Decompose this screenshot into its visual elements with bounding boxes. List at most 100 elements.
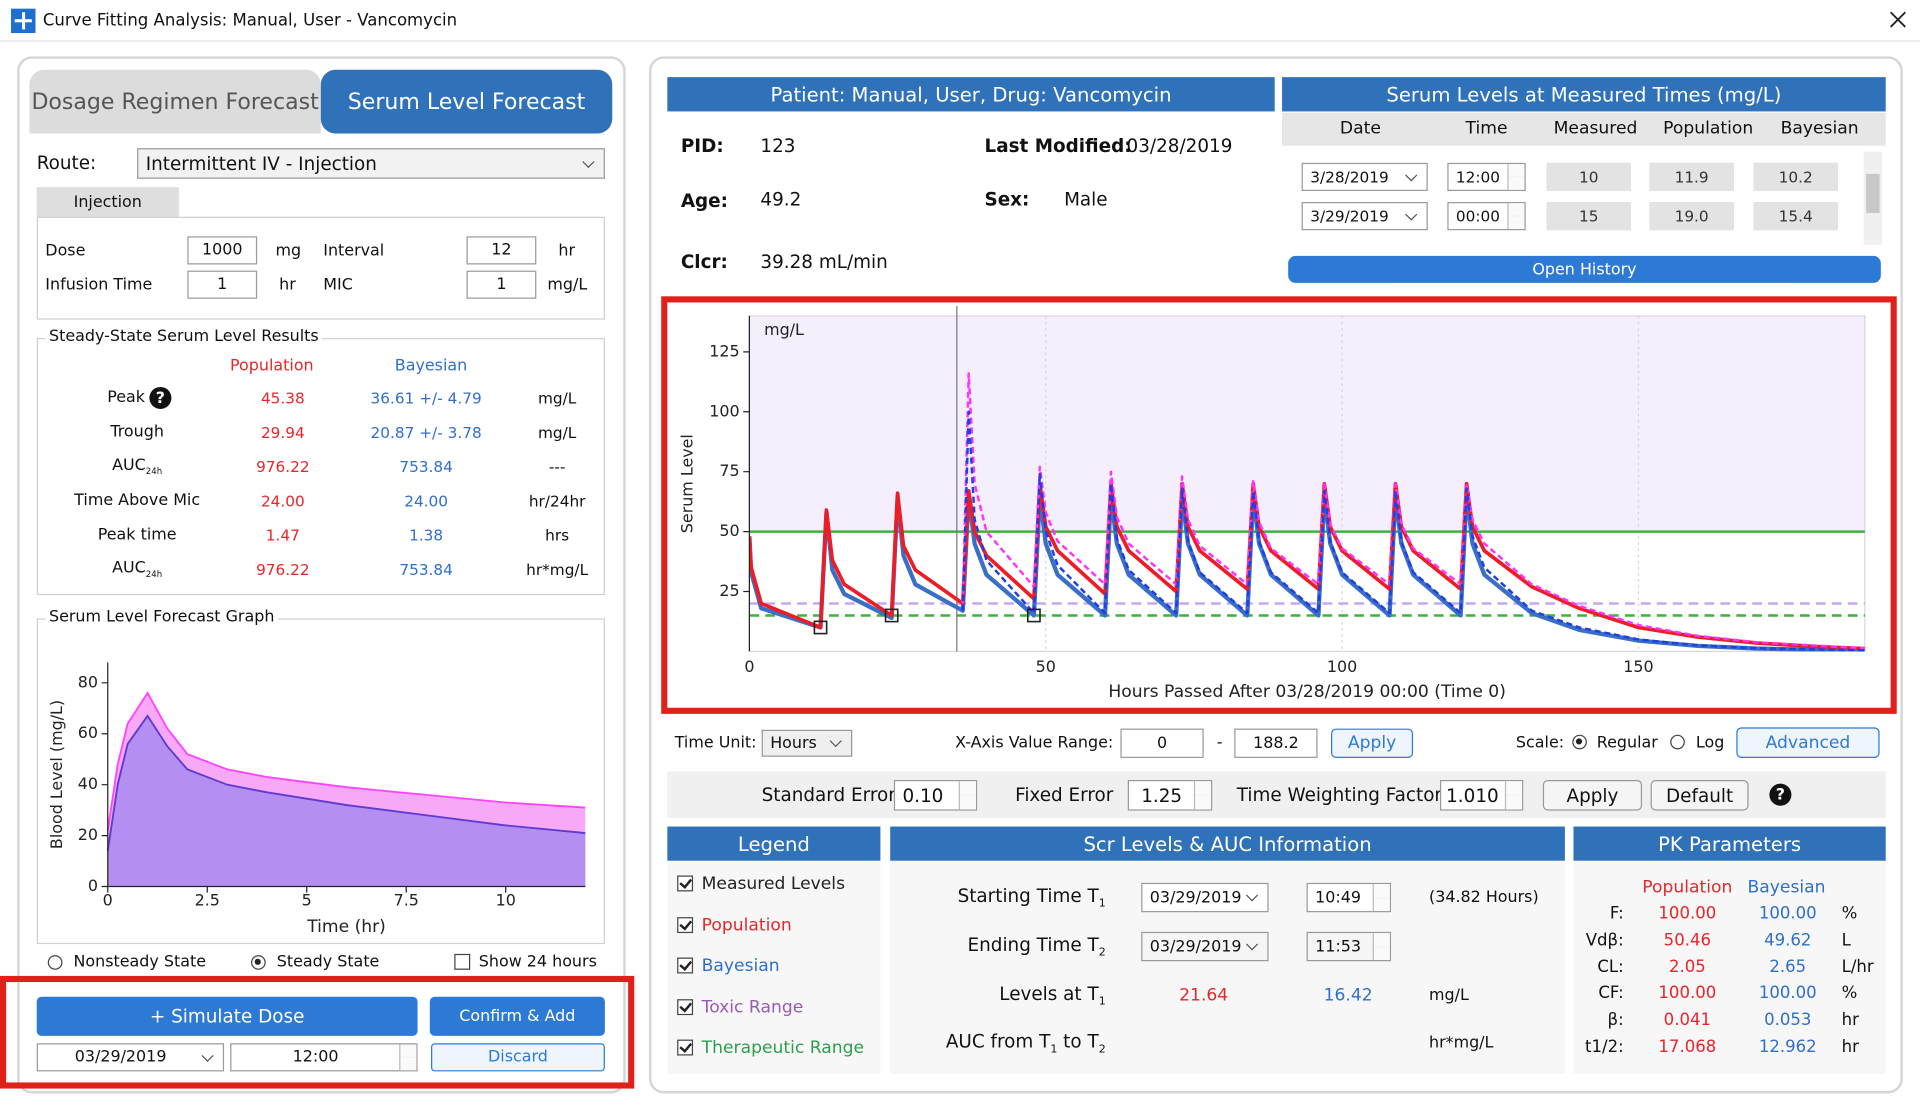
injection-tab[interactable]: Injection — [36, 187, 179, 217]
advanced-button[interactable]: Advanced — [1736, 727, 1880, 758]
radio[interactable] — [1670, 734, 1685, 750]
range-from-input[interactable]: 0 — [1120, 728, 1204, 758]
column-header: Population — [1663, 118, 1754, 139]
injection-box — [36, 216, 605, 320]
population-value: 976.22 — [256, 457, 310, 476]
row-label: Levels at T1 — [999, 983, 1105, 1009]
tab-active[interactable]: Serum Level Forecast — [320, 69, 613, 134]
simulate-button[interactable]: + Simulate Dose — [36, 996, 418, 1036]
row-label: Peak time — [98, 526, 177, 544]
field-value: 03/28/2019 — [1126, 134, 1233, 157]
time-unit-select[interactable]: Hours — [761, 729, 853, 757]
mic-input[interactable]: 1 — [466, 270, 537, 299]
start-time-input[interactable]: 10:49 — [1306, 882, 1392, 913]
radio[interactable] — [1572, 734, 1587, 750]
option-label: Show 24 hours — [478, 953, 597, 972]
tab[interactable]: Dosage Regimen Forecast — [29, 69, 321, 134]
label-sub: 24h — [145, 466, 163, 477]
bayesian-value: 15.4 — [1753, 202, 1838, 231]
range-separator: - — [1216, 734, 1223, 753]
checkbox[interactable] — [677, 1039, 694, 1056]
help-icon[interactable]: ? — [149, 386, 172, 409]
interval-unit: hr — [558, 241, 576, 261]
pk-label: CF: — [1598, 983, 1624, 1004]
checkbox[interactable] — [677, 957, 694, 974]
column-header: Population — [230, 356, 314, 376]
default-button[interactable]: Default — [1650, 780, 1749, 811]
label-sub: 1 — [1098, 996, 1106, 1009]
checkbox[interactable] — [677, 875, 694, 892]
setting-label: Standard Error — [761, 783, 896, 806]
section-header: PK Parameters — [1573, 826, 1886, 861]
start-date-select[interactable]: 03/29/2019 — [1141, 882, 1269, 913]
end-date-select[interactable]: 03/29/2019 — [1141, 931, 1269, 962]
pk-label: CL: — [1597, 957, 1624, 977]
x-tick-label: 0 — [103, 891, 113, 910]
twf-input[interactable]: 1.010 — [1440, 780, 1524, 811]
route-select[interactable]: Intermittent IV - Injection — [137, 148, 605, 179]
bayesian-value: 20.87 +/- 3.78 — [370, 423, 482, 442]
radio[interactable] — [251, 955, 266, 970]
field-value: 49.2 — [760, 188, 802, 211]
field-label: Last Modified: — [984, 134, 1132, 157]
forecast-chart: 0 2.5 5 7.5 10 0 20 40 60 80 Time (hr) Blood Level … — [47, 662, 586, 937]
measured-value: 15 — [1546, 202, 1632, 231]
end-time-input[interactable]: 11:53 — [1306, 931, 1392, 962]
population-value: 24.00 — [260, 491, 305, 511]
label-sub: 24h — [145, 569, 163, 580]
radio[interactable] — [47, 955, 63, 970]
scrollbar[interactable] — [1863, 151, 1883, 245]
label-text: to T — [1057, 1030, 1099, 1053]
dose-input[interactable]: 1000 — [187, 236, 258, 265]
population-value: 45.38 — [260, 388, 305, 408]
legend-label: Population — [701, 915, 792, 935]
label-sub: 2 — [1098, 1043, 1106, 1057]
label-sub: 2 — [1098, 947, 1106, 960]
open-history-button[interactable]: Open History — [1288, 255, 1881, 283]
column-header: Bayesian — [1747, 877, 1826, 898]
help-icon[interactable]: ? — [1769, 783, 1792, 806]
infusion-unit: hr — [279, 276, 296, 295]
y-axis-label: Serum Level — [678, 434, 697, 533]
checkbox[interactable] — [677, 916, 694, 933]
interval-input[interactable]: 12 — [466, 236, 537, 265]
highlight-box — [0, 975, 635, 1089]
area-line — [106, 691, 586, 831]
bayesian-value: 12.962 — [1758, 1037, 1817, 1057]
bayesian-value: 24.00 — [404, 491, 449, 511]
time-input[interactable]: 12:00 — [230, 1043, 418, 1072]
row-label: AUC from T1 to T2 — [946, 1030, 1106, 1056]
standard-error-input[interactable]: 0.10 — [893, 780, 978, 811]
date-select[interactable]: 03/29/2019 — [36, 1043, 225, 1072]
date-select: 3/29/2019 — [1301, 202, 1428, 231]
unit: L/hr — [1841, 957, 1874, 977]
apply-button[interactable]: Apply — [1331, 728, 1414, 758]
checkbox[interactable] — [454, 953, 471, 970]
unit: hrs — [545, 525, 570, 545]
confirm-button[interactable]: Confirm & Add — [429, 996, 605, 1036]
unit: --- — [548, 457, 566, 476]
control-label: Scale: — [1515, 734, 1565, 753]
apply-button[interactable]: Apply — [1542, 780, 1643, 811]
x-tick-label: 5 — [302, 891, 312, 910]
section-header: Legend — [667, 826, 881, 861]
measured-point — [884, 608, 899, 623]
legend-label: Measured Levels — [701, 874, 846, 894]
infusion-label: Infusion Time — [45, 276, 153, 295]
discard-button[interactable]: Discard — [431, 1043, 605, 1072]
left-panel — [17, 56, 626, 1094]
series-line — [961, 372, 1865, 650]
legend-label: Therapeutic Range — [701, 1038, 865, 1058]
column-header: Date — [1339, 118, 1381, 139]
checkbox[interactable] — [677, 998, 694, 1015]
infusion-input[interactable]: 1 — [187, 270, 258, 299]
x-tick-label: 150 — [1623, 657, 1653, 676]
legend-label: Bayesian — [701, 956, 780, 976]
title-bar — [0, 0, 1920, 42]
fixed-error-input[interactable]: 1.25 — [1127, 780, 1213, 811]
close-button[interactable] — [1889, 11, 1906, 28]
label-text: AUC — [112, 559, 146, 578]
range-to-input[interactable]: 188.2 — [1234, 728, 1318, 758]
y-tick-label: 50 — [719, 521, 739, 540]
